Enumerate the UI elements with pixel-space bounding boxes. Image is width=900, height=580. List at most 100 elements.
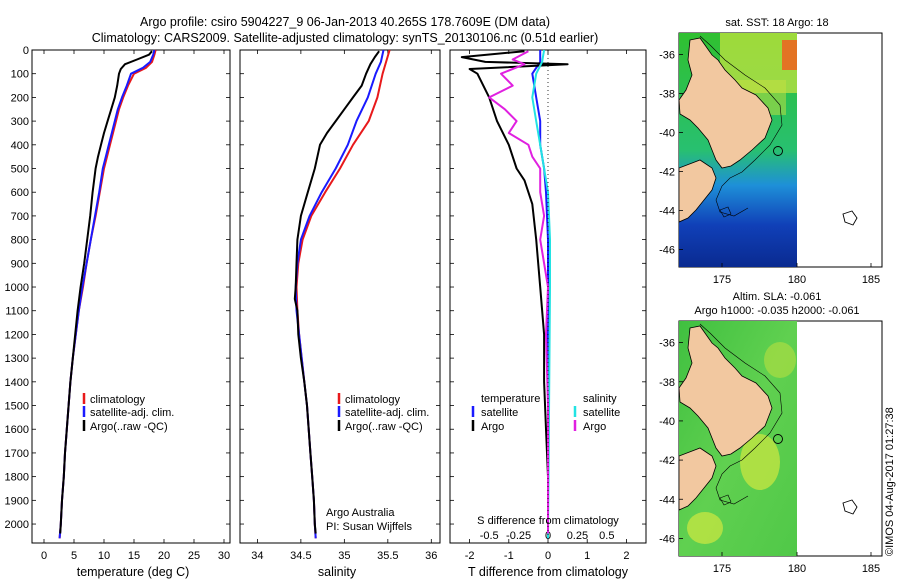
y-tick-label: 700 <box>11 211 29 223</box>
legend-label-temp-argo: Argo <box>481 421 504 433</box>
map-y-tick-label: -46 <box>659 245 675 257</box>
difference-axes: -2 -1 0 1 2-0.5 -0.25 0 0.25 0.5 <box>450 49 646 562</box>
sla-seamount <box>719 494 732 506</box>
temperature-axes: 0100200300400500600700800900100011001200… <box>5 45 231 562</box>
sla-isobath <box>699 323 783 505</box>
y-tick-label: 900 <box>11 258 29 270</box>
salinity-panel-frame <box>239 49 441 544</box>
sst-map <box>678 32 883 268</box>
y-tick-label: 400 <box>11 140 29 152</box>
sla-high-patch-2 <box>687 512 723 544</box>
x-tick-label: 5 <box>71 550 77 562</box>
temperature-legend: climatology satellite-adj. clim. Argo(..… <box>82 393 174 433</box>
x-tick-label-T: 1 <box>584 550 590 562</box>
sst-hot-patch <box>782 40 797 70</box>
y-tick-label: 800 <box>11 235 29 247</box>
y-tick-label: 1400 <box>5 377 29 389</box>
y-tick-label: 0 <box>23 45 29 57</box>
x-tick-label: 34 <box>251 550 263 562</box>
legend-label-climatology: climatology <box>90 394 146 406</box>
sla-map-title-2: Argo h1000: -0.035 h2000: -0.061 <box>694 305 859 317</box>
series-line-satellite-adj-clim- <box>294 49 385 539</box>
map-y-tick-label: -42 <box>659 167 675 179</box>
x-tick-label: 20 <box>158 550 170 562</box>
series-line-temperature-satellite <box>531 50 549 539</box>
salinity-series <box>293 49 391 539</box>
salinity-xlabel: salinity <box>318 565 357 579</box>
sla-map <box>678 320 883 557</box>
x-tick-label: 30 <box>218 550 230 562</box>
map-x-tick-label: 180 <box>788 274 806 286</box>
difference-xlabel-S: S difference from climatology <box>477 515 619 527</box>
y-tick-label: 1600 <box>5 424 29 436</box>
x-tick-label-T: -2 <box>465 550 475 562</box>
y-tick-label: 1200 <box>5 329 29 341</box>
y-tick-label: 1500 <box>5 401 29 413</box>
y-tick-label: 1700 <box>5 448 29 460</box>
x-tick-label: 15 <box>128 550 140 562</box>
sst-map-title: sat. SST: 18 Argo: 18 <box>725 17 828 29</box>
map-y-tick-label: -42 <box>659 455 675 467</box>
map-x-tick-label: 185 <box>862 274 880 286</box>
y-tick-label: 1000 <box>5 282 29 294</box>
y-tick-label: 1900 <box>5 495 29 507</box>
map-y-tick-label: -38 <box>659 377 675 389</box>
south-island-land <box>679 159 717 223</box>
x-tick-label: 0 <box>41 550 47 562</box>
y-tick-label: 2000 <box>5 519 29 531</box>
temperature-xlabel: temperature (deg C) <box>77 565 190 579</box>
y-tick-label: 100 <box>11 69 29 81</box>
series-line-temperature-argo <box>460 50 569 534</box>
y-tick-label: 600 <box>11 187 29 199</box>
legend-label-satellite: satellite-adj. clim. <box>345 407 429 419</box>
chatham-islands <box>842 210 858 226</box>
header-line-2: Climatology: CARS2009. Satellite-adjuste… <box>92 31 599 45</box>
north-island-land <box>679 325 773 457</box>
header-line-1: Argo profile: csiro 5904227_9 06-Jan-201… <box>140 15 550 29</box>
sla-map-title-1: Altim. SLA: -0.061 <box>733 291 822 303</box>
x-tick-label-T: 0 <box>545 550 551 562</box>
map-axes: 175 180 185 -36 -38 -40 -42 -44 -46 175 180 185 -36 -… <box>659 50 880 576</box>
series-line-argo-raw-qc- <box>59 50 153 534</box>
legend-label-climatology: climatology <box>345 394 401 406</box>
map-x-tick-label: 175 <box>713 563 731 575</box>
y-tick-label: 200 <box>11 92 29 104</box>
x-tick-label-S: -0.5 <box>480 530 499 542</box>
x-tick-label: 34.5 <box>290 550 311 562</box>
series-line-salinity-satellite <box>531 49 551 539</box>
legend-header-temperature: temperature <box>481 393 540 405</box>
map-y-tick-label: -36 <box>659 50 675 62</box>
copyright-stamp: ©IMOS 04-Aug-2017 01:27:38 <box>884 407 896 556</box>
difference-xlabel-T: T difference from climatology <box>468 565 629 579</box>
argo-location-marker <box>773 434 783 444</box>
temperature-panel-frame <box>31 49 231 544</box>
sst-seamount <box>719 206 732 218</box>
annotation-argo-australia: Argo Australia <box>326 507 395 519</box>
chatham-islands <box>842 499 858 515</box>
x-tick-label: 10 <box>98 550 110 562</box>
map-y-tick-label: -44 <box>659 206 675 218</box>
series-line-argo-raw-qc- <box>293 50 380 534</box>
x-tick-label: 25 <box>188 550 200 562</box>
legend-label-temp-satellite: satellite <box>481 407 518 419</box>
legend-label-argo: Argo(..raw -QC) <box>90 421 168 433</box>
y-tick-label: 300 <box>11 116 29 128</box>
map-y-tick-label: -46 <box>659 533 675 545</box>
legend-label-argo: Argo(..raw -QC) <box>345 421 423 433</box>
map-y-tick-label: -36 <box>659 338 675 350</box>
difference-legend: temperature salinity satellite Argo sate… <box>471 393 620 433</box>
annotation-pi: PI: Susan Wijffels <box>326 521 412 533</box>
series-line-salinity-argo <box>488 50 549 534</box>
y-tick-label: 1800 <box>5 472 29 484</box>
temperature-series <box>58 49 157 539</box>
difference-series <box>460 49 569 539</box>
x-tick-label: 36 <box>425 550 437 562</box>
sla-high-patch-3 <box>764 342 796 378</box>
x-tick-label-S: -0.25 <box>506 530 531 542</box>
legend-label-sal-satellite: satellite <box>583 407 620 419</box>
x-tick-label-S: 0.5 <box>599 530 614 542</box>
sla-high-patch <box>740 434 780 490</box>
map-y-tick-label: -40 <box>659 416 675 428</box>
y-tick-label: 1300 <box>5 353 29 365</box>
salinity-axes: 34 34.5 35 35.5 36 <box>240 49 440 562</box>
